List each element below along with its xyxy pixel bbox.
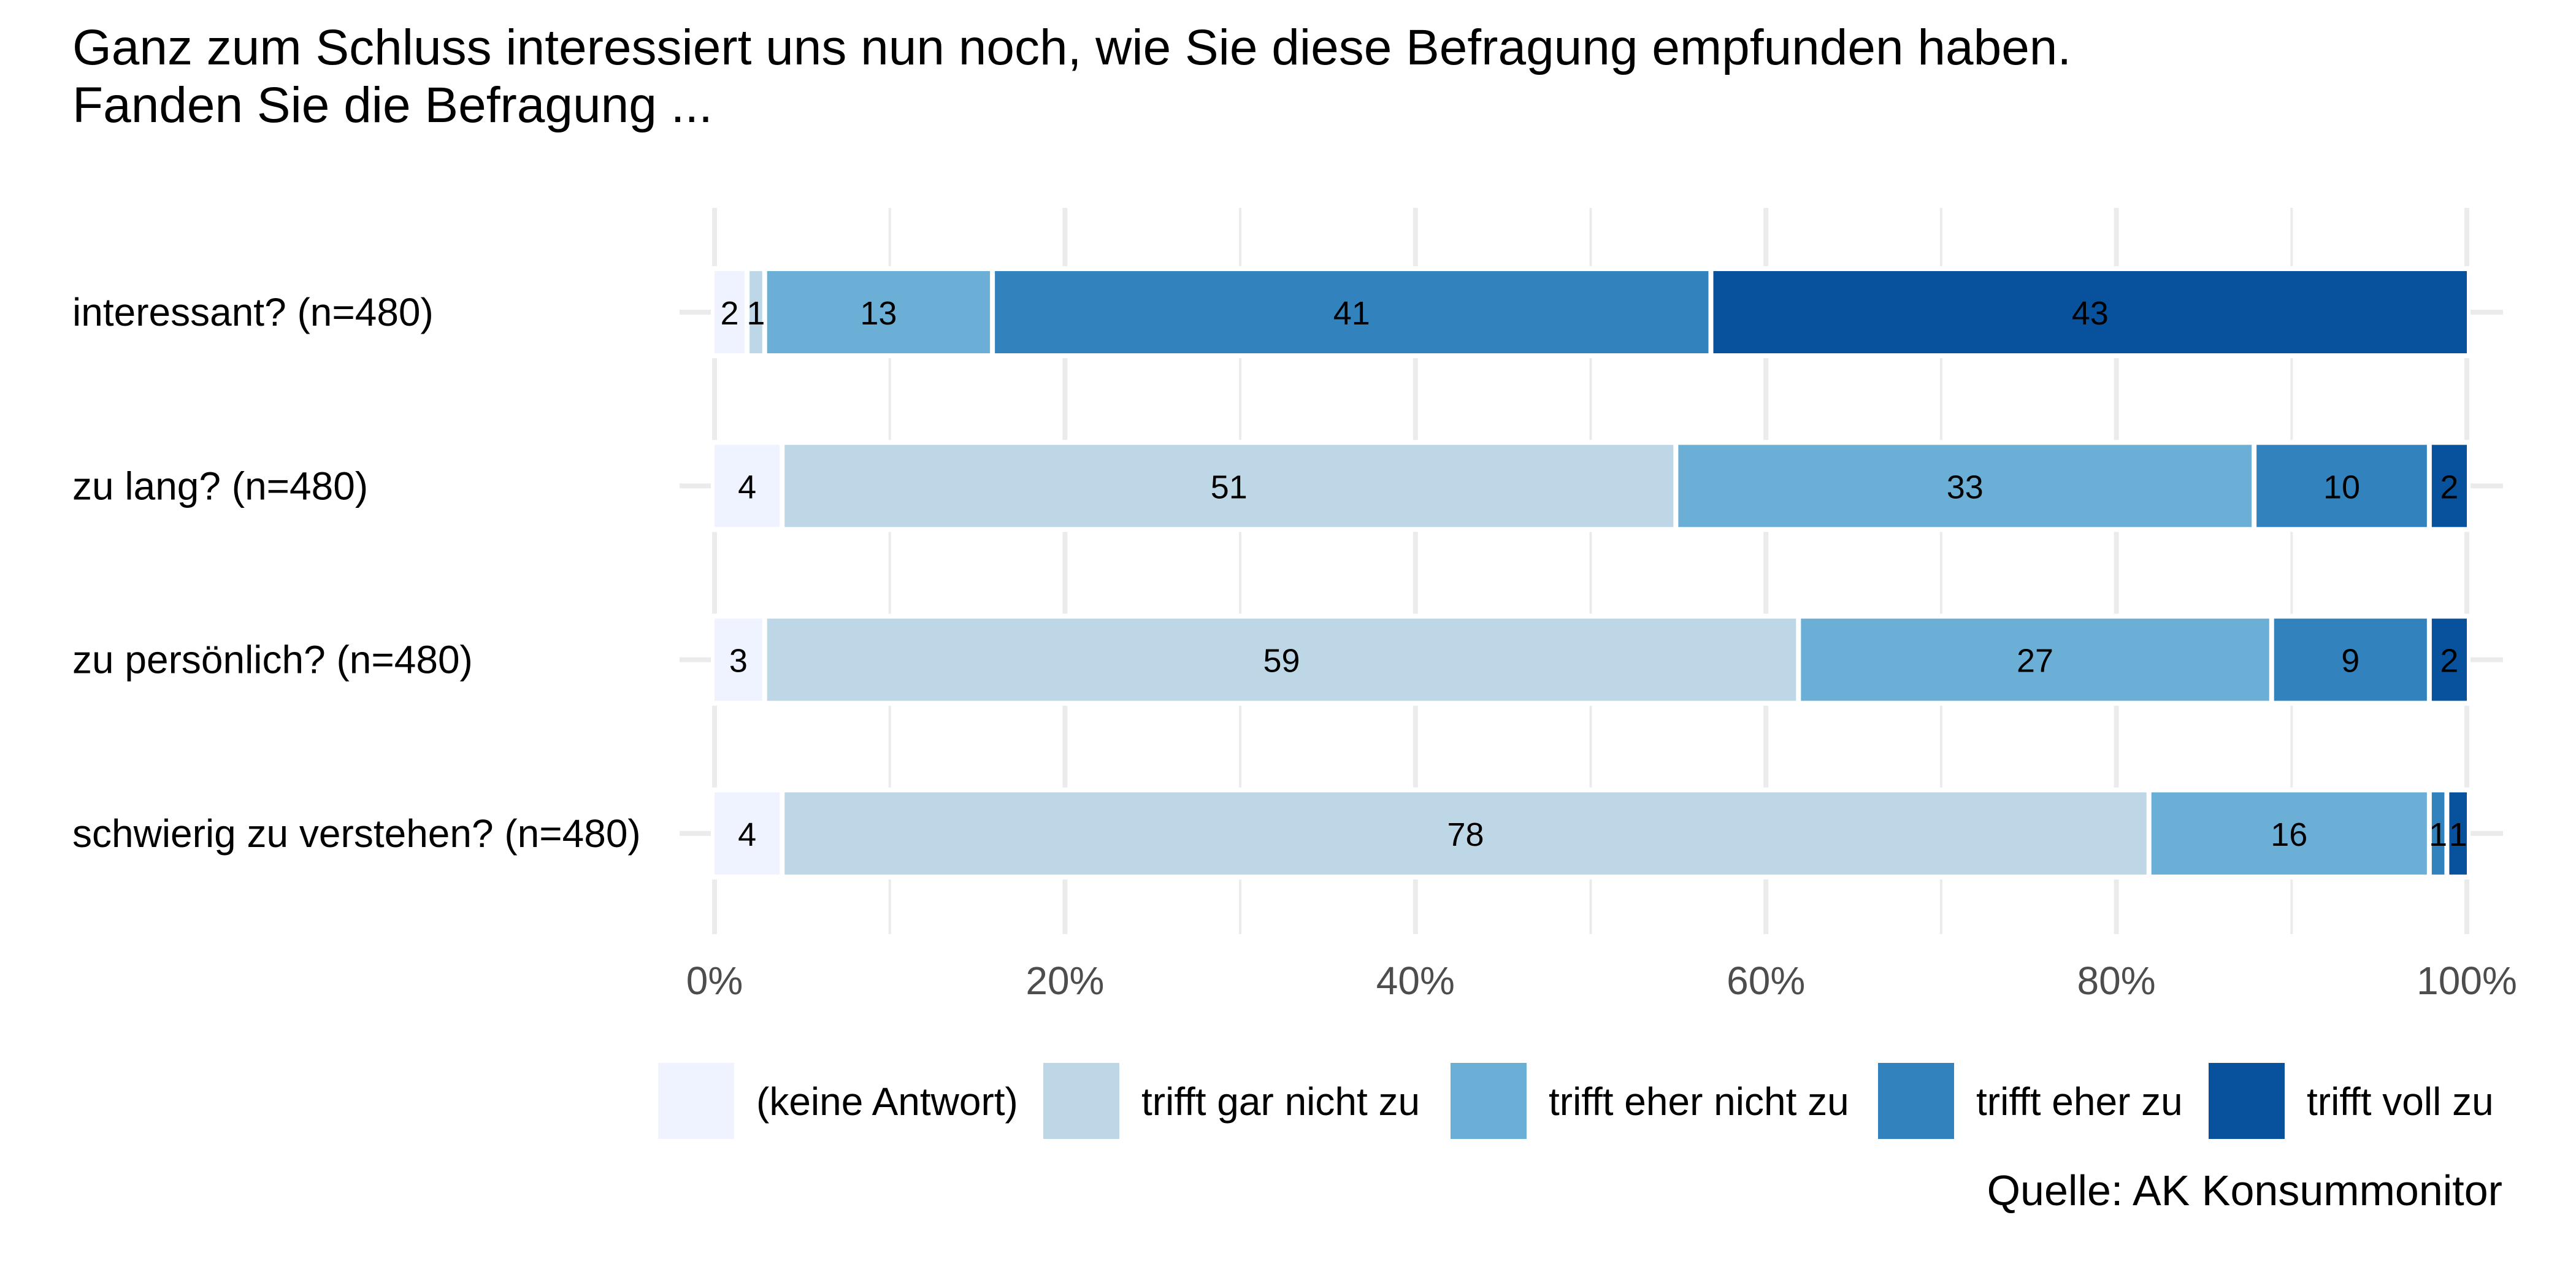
- bar-segment: [2431, 445, 2467, 527]
- legend-key: [1878, 1063, 1954, 1139]
- data-label: 16: [2271, 816, 2307, 853]
- data-label: 59: [1263, 643, 1300, 680]
- legend-label: trifft eher nicht zu: [1549, 1079, 1849, 1124]
- y-axis-label: schwierig zu verstehen? (n=480): [72, 811, 641, 856]
- data-label: 2: [2440, 469, 2458, 505]
- data-label: 4: [738, 816, 756, 853]
- data-label: 9: [2341, 643, 2359, 680]
- legend-key: [658, 1063, 734, 1139]
- bar-segment: [767, 271, 991, 353]
- bar-segment: [2274, 618, 2427, 701]
- legend-label: trifft gar nicht zu: [1141, 1079, 1420, 1124]
- legend-item: trifft gar nicht zu: [1043, 1063, 1420, 1139]
- legend-item: trifft voll zu: [2209, 1063, 2494, 1139]
- chart-title: Ganz zum Schluss interessiert uns nun no…: [72, 20, 2071, 75]
- data-label: 41: [1333, 295, 1370, 332]
- bar-segment: [995, 271, 1709, 353]
- legend-label: trifft eher zu: [1976, 1079, 2183, 1124]
- x-tick-label: 40%: [1376, 959, 1455, 1003]
- bar-segment: [715, 792, 780, 875]
- data-label: 1: [746, 295, 765, 332]
- legend-key: [1043, 1063, 1119, 1139]
- y-axis-label: zu persönlich? (n=480): [72, 638, 473, 682]
- x-tick-label: 20%: [1025, 959, 1104, 1003]
- bar-segment: [1678, 445, 2252, 527]
- y-axis-label: interessant? (n=480): [72, 290, 434, 334]
- bars: [715, 271, 2467, 875]
- data-labels: 2 1 13 41 434 51 33 10 23 59 27 9 24 78 16 1 1: [721, 295, 2467, 853]
- bar-segment: [749, 271, 762, 353]
- bar-segment: [2449, 792, 2467, 875]
- bar-segment: [715, 445, 780, 527]
- data-label: 2: [721, 295, 739, 332]
- data-label: 1: [2429, 816, 2447, 853]
- bar-segment: [2256, 445, 2427, 527]
- bar-segment: [1713, 271, 2467, 353]
- data-label: 27: [2017, 643, 2053, 680]
- caption-source: Quelle: AK Konsummonitor: [1987, 1167, 2502, 1214]
- bar-segment: [2431, 618, 2467, 701]
- data-label: 51: [1211, 469, 1248, 505]
- x-tick-label: 0%: [686, 959, 743, 1003]
- data-label: 78: [1447, 816, 1484, 853]
- bar-segment: [767, 618, 1796, 701]
- data-label: 13: [860, 295, 897, 332]
- bar-segment: [784, 792, 2147, 875]
- legend-label: trifft voll zu: [2307, 1079, 2494, 1124]
- bar-segment: [715, 618, 762, 701]
- chart-subtitle: Fanden Sie die Befragung ...: [72, 77, 713, 133]
- bar-segment: [2431, 792, 2445, 875]
- data-label: 3: [729, 643, 748, 680]
- legend-key: [1451, 1063, 1527, 1139]
- legend-item: (keine Antwort): [658, 1063, 1018, 1139]
- data-label: 4: [738, 469, 756, 505]
- bar-segment: [2151, 792, 2427, 875]
- y-axis-label: zu lang? (n=480): [72, 464, 368, 508]
- bar-segment: [1801, 618, 2269, 701]
- data-label: 33: [1947, 469, 1984, 505]
- data-label: 10: [2323, 469, 2360, 505]
- legend-key: [2209, 1063, 2285, 1139]
- x-tick-label: 100%: [2417, 959, 2517, 1003]
- legend-label: (keine Antwort): [756, 1079, 1018, 1124]
- data-label: 1: [2449, 816, 2467, 853]
- bar-segment: [715, 271, 745, 353]
- data-label: 2: [2440, 643, 2458, 680]
- gridlines: [680, 208, 2503, 934]
- legend-item: trifft eher zu: [1878, 1063, 2183, 1139]
- x-axis-tick-labels: 0% 20% 40% 60% 80% 100%: [686, 959, 2517, 1003]
- legend-item: trifft eher nicht zu: [1451, 1063, 1849, 1139]
- bar-segment: [784, 445, 1674, 527]
- data-label: 43: [2072, 295, 2109, 332]
- x-tick-label: 60%: [1727, 959, 1805, 1003]
- x-tick-label: 80%: [2077, 959, 2156, 1003]
- y-axis-labels: interessant? (n=480) zu lang? (n=480) zu p…: [72, 290, 641, 856]
- legend: (keine Antwort) trifft gar nicht zu trifft…: [658, 1063, 2494, 1139]
